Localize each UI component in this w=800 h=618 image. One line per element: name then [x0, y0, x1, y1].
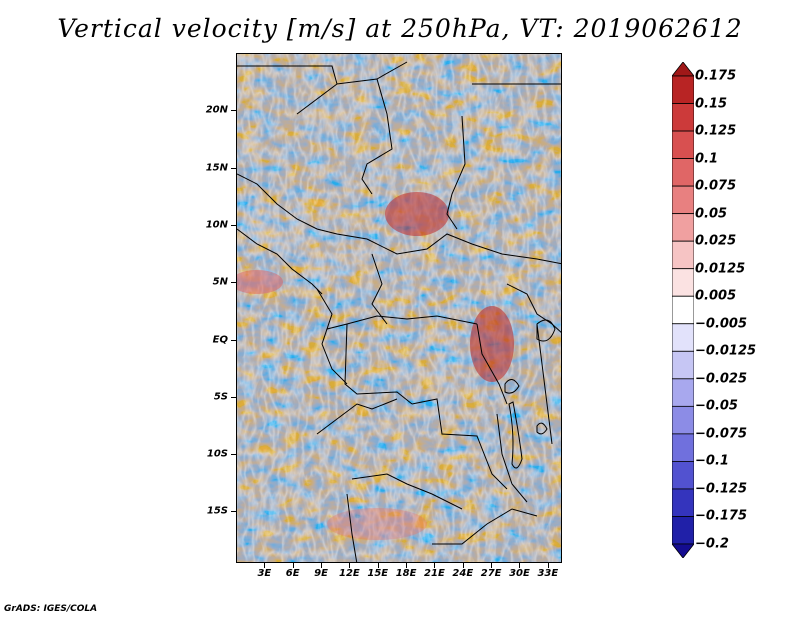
colorbar-swatch [672, 433, 694, 462]
lat-tick-label: 10S [206, 448, 228, 460]
colorbar-label: −0.175 [695, 508, 748, 524]
colorbar-label: 0.1 [695, 151, 719, 167]
colorbar-swatch [672, 295, 694, 325]
colorbar-swatch [672, 158, 694, 187]
lat-tick [231, 167, 236, 169]
colorbar-label: −0.2 [695, 536, 729, 552]
colorbar-swatch [672, 185, 694, 215]
lon-tick-label: 12E [339, 568, 360, 579]
field-streaks [237, 54, 561, 562]
lat-tick-label: 20N [205, 104, 228, 116]
colorbar-swatch [672, 62, 694, 77]
lon-tick-label: 15E [367, 568, 389, 579]
colorbar-label: 0.125 [695, 123, 737, 139]
lat-tick-label: 5S [213, 391, 228, 403]
lat-tick-label: 15S [206, 505, 228, 517]
velocity-map [236, 53, 562, 563]
lat-tick-label: 15N [205, 162, 228, 174]
colorbar-label: −0.1 [695, 453, 729, 469]
lon-tick [377, 563, 379, 568]
lon-tick-label: 27E [480, 568, 502, 579]
colorbar-label: 0.0125 [695, 261, 746, 277]
lat-tick [231, 110, 236, 112]
colorbar-swatch [672, 350, 694, 380]
country-borders [237, 61, 561, 562]
colorbar-label: −0.075 [695, 426, 748, 442]
colorbar-label: 0.075 [695, 178, 737, 194]
colorbar-label: −0.125 [695, 481, 748, 497]
lat-tick-label: EQ [212, 334, 228, 346]
colorbar [672, 62, 694, 558]
lon-tick-label: 30E [509, 568, 530, 579]
colorbar-swatch [672, 75, 694, 104]
colorbar-label: −0.025 [695, 371, 748, 387]
colorbar-label: −0.005 [695, 316, 748, 332]
colorbar-label: 0.025 [695, 233, 737, 249]
lon-tick [462, 563, 464, 568]
footer-credit: GrADS: IGES/COLA [4, 604, 98, 614]
lat-tick [231, 224, 236, 226]
colorbar-swatch [672, 543, 694, 558]
lat-tick [231, 511, 236, 513]
lon-tick-label: 33E [537, 568, 559, 579]
colorbar-label: 0.005 [695, 288, 737, 304]
colorbar-swatch [672, 240, 694, 270]
lon-tick [292, 563, 294, 568]
colorbar-swatch [672, 488, 694, 517]
lat-tick [231, 396, 236, 398]
colorbar-swatch [672, 461, 694, 490]
colorbar-swatch [672, 405, 694, 435]
colorbar-swatch [672, 268, 694, 297]
lon-tick [349, 563, 351, 568]
lon-tick-label: 9E [314, 568, 328, 579]
lat-tick-label: 10N [205, 219, 228, 231]
colorbar-swatch [672, 378, 694, 407]
lat-tick [231, 454, 236, 456]
lat-tick [231, 339, 236, 341]
lon-tick [434, 563, 436, 568]
lon-tick [491, 563, 493, 568]
colorbar-label: 0.15 [695, 96, 728, 112]
lon-tick [547, 563, 549, 568]
colorbar-swatch [672, 103, 694, 132]
lon-tick-label: 21E [424, 568, 445, 579]
colorbar-swatch [672, 130, 694, 159]
colorbar-label: 0.05 [695, 206, 728, 222]
colorbar-label: 0.175 [695, 68, 737, 84]
lon-tick-label: 18E [395, 568, 417, 579]
hotspot-south [327, 508, 427, 540]
hotspot-coast [237, 270, 283, 294]
lon-tick [519, 563, 521, 568]
lake-outlines [504, 319, 556, 469]
colorbar-swatch [672, 516, 694, 545]
colorbar-label: −0.0125 [695, 343, 757, 359]
hotspot-chad [385, 192, 449, 236]
hotspot-east [470, 306, 514, 382]
colorbar-swatch [672, 213, 694, 242]
colorbar-label: −0.05 [695, 398, 738, 414]
lon-tick-label: 3E [257, 568, 272, 579]
lon-tick-label: 6E [285, 568, 300, 579]
lat-tick-label: 5N [212, 276, 228, 288]
colorbar-swatch [672, 323, 694, 352]
lon-tick-label: 24E [452, 568, 474, 579]
chart-title: Vertical velocity [m/s] at 250hPa, VT: 2… [57, 14, 743, 43]
lon-tick [406, 563, 408, 568]
lon-tick [264, 563, 266, 568]
lon-tick [321, 563, 323, 568]
lat-tick [231, 282, 236, 284]
